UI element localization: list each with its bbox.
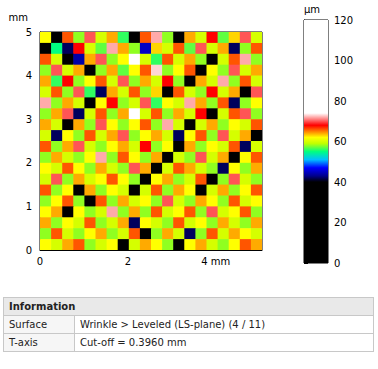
svg-text:120: 120 (334, 15, 353, 26)
svg-text:µm: µm (304, 4, 320, 15)
html-text:Cut-off = 0.3960 mm: Cut-off = 0.3960 mm (80, 337, 187, 348)
svg-text:60: 60 (334, 136, 347, 147)
svg-text:4 mm: 4 mm (201, 256, 230, 267)
html-text:T-axis: T-axis (9, 337, 38, 348)
html-text:Surface: Surface (9, 319, 48, 330)
svg-text:3: 3 (26, 114, 32, 125)
svg-text:20: 20 (334, 217, 347, 228)
svg-text:100: 100 (334, 55, 353, 66)
svg-text:0: 0 (37, 256, 43, 267)
svg-text:2: 2 (125, 256, 131, 267)
svg-text:1: 1 (26, 201, 32, 212)
svg-text:mm: mm (9, 12, 28, 23)
html-text:Wrinkle > Leveled (LS-plane) (: Wrinkle > Leveled (LS-plane) (4 / 11) (80, 319, 266, 330)
svg-text:40: 40 (334, 177, 347, 188)
svg-text:4: 4 (26, 70, 32, 81)
html-text:Information: Information (9, 301, 76, 312)
svg-text:0: 0 (334, 258, 340, 269)
svg-text:2: 2 (26, 157, 32, 168)
svg-text:80: 80 (334, 96, 347, 107)
svg-text:5: 5 (26, 27, 32, 38)
svg-text:0: 0 (26, 245, 32, 256)
